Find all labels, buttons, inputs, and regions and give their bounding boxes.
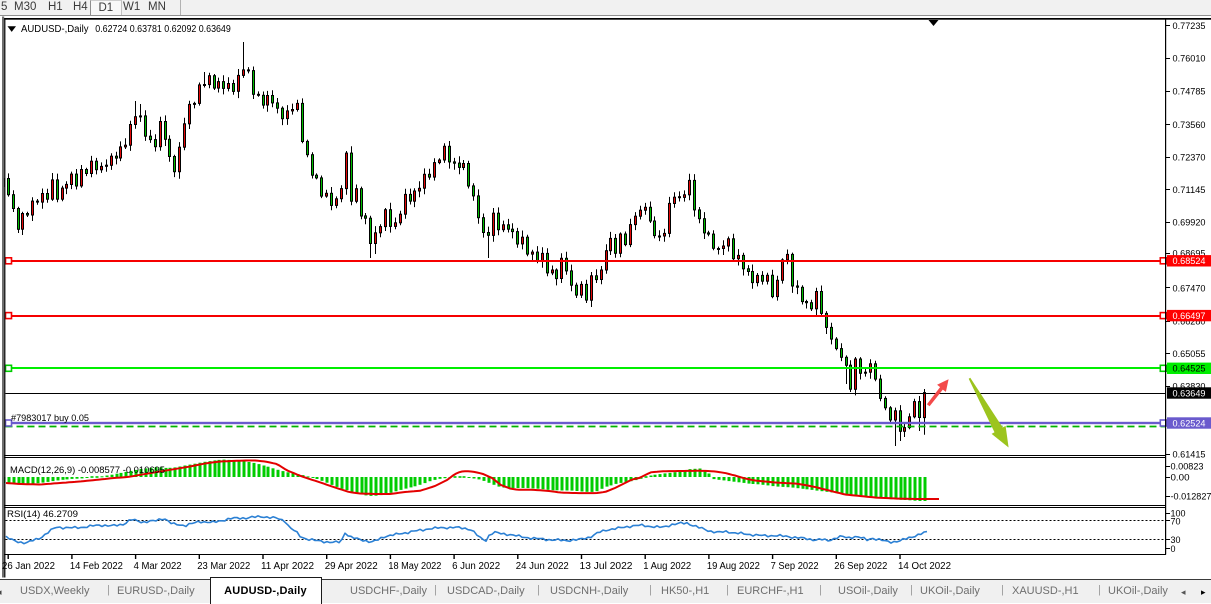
svg-text:26 Sep 2022: 26 Sep 2022	[834, 561, 887, 572]
svg-text:19 Aug 2022: 19 Aug 2022	[707, 561, 760, 572]
svg-text:0.62524: 0.62524	[1173, 418, 1206, 429]
svg-text:0.71145: 0.71145	[1173, 185, 1206, 196]
svg-text:1 Aug 2022: 1 Aug 2022	[643, 561, 691, 572]
svg-text:4 Mar 2022: 4 Mar 2022	[134, 561, 182, 572]
svg-text:7 Sep 2022: 7 Sep 2022	[771, 561, 819, 572]
svg-text:0.00823: 0.00823	[1171, 461, 1204, 472]
svg-text:0.63649: 0.63649	[1173, 388, 1206, 399]
svg-text:0.65055: 0.65055	[1173, 349, 1206, 360]
svg-text:0.00: 0.00	[1171, 472, 1190, 483]
svg-text:-0.012827: -0.012827	[1171, 491, 1211, 502]
svg-text:0.62724 0.63781 0.62092 0.6364: 0.62724 0.63781 0.62092 0.63649	[95, 24, 231, 35]
svg-text:0.61415: 0.61415	[1173, 450, 1206, 461]
svg-text:0.73560: 0.73560	[1173, 120, 1206, 131]
svg-text:0.64525: 0.64525	[1173, 364, 1206, 375]
svg-text:29 Apr 2022: 29 Apr 2022	[325, 561, 378, 572]
svg-text:0.67470: 0.67470	[1173, 283, 1206, 294]
svg-text:26 Jan 2022: 26 Jan 2022	[2, 561, 55, 572]
svg-text:14 Feb 2022: 14 Feb 2022	[70, 561, 123, 572]
svg-text:0.72370: 0.72370	[1173, 152, 1206, 163]
svg-text:0.74785: 0.74785	[1173, 87, 1206, 98]
svg-text:AUDUSD-,Daily: AUDUSD-,Daily	[21, 24, 89, 35]
svg-text:70: 70	[1171, 516, 1181, 527]
svg-text:0.77235: 0.77235	[1173, 21, 1206, 32]
svg-text:0.76010: 0.76010	[1173, 54, 1206, 65]
svg-text:#7983017 buy 0.05: #7983017 buy 0.05	[11, 413, 89, 424]
svg-text:0.68524: 0.68524	[1173, 256, 1206, 267]
svg-text:23 Mar 2022: 23 Mar 2022	[197, 561, 250, 572]
svg-text:18 May 2022: 18 May 2022	[388, 561, 441, 572]
svg-text:0: 0	[1171, 544, 1176, 555]
svg-text:24 Jun 2022: 24 Jun 2022	[516, 561, 569, 572]
svg-text:6 Jun 2022: 6 Jun 2022	[452, 561, 500, 572]
svg-text:13 Jul 2022: 13 Jul 2022	[580, 561, 633, 572]
svg-text:11 Apr 2022: 11 Apr 2022	[261, 561, 314, 572]
svg-text:RSI(14) 46.2709: RSI(14) 46.2709	[7, 509, 78, 520]
svg-text:14 Oct 2022: 14 Oct 2022	[898, 561, 951, 572]
svg-text:MACD(12,26,9) -0.008577 -0.010: MACD(12,26,9) -0.008577 -0.010695	[10, 465, 165, 476]
svg-text:0.69920: 0.69920	[1173, 217, 1206, 228]
svg-text:0.66497: 0.66497	[1173, 311, 1206, 322]
